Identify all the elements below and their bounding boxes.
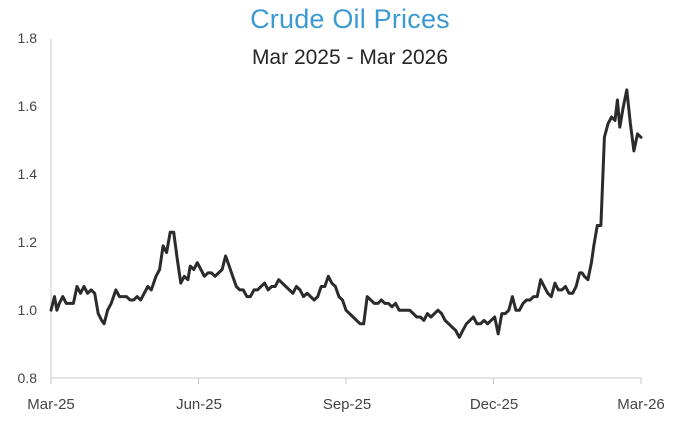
chart-subtitle: Mar 2025 - Mar 2026 <box>251 46 449 69</box>
y-tick-label: 0.8 <box>17 370 37 386</box>
x-tick-label: Dec-25 <box>469 396 519 413</box>
chart-title: Crude Oil Prices <box>250 4 450 34</box>
x-tick-label: Sep-25 <box>322 396 372 413</box>
y-tick-label: 1.0 <box>17 302 37 318</box>
y-tick-label: 1.2 <box>17 234 37 250</box>
y-tick-label: 1.4 <box>17 166 37 182</box>
y-tick-label: 1.8 <box>17 30 37 46</box>
x-tick-label: Jun-25 <box>176 396 222 413</box>
x-tick-marks <box>50 378 642 384</box>
y-tick-label: 1.6 <box>17 98 37 114</box>
price-series-line <box>49 88 643 339</box>
x-tick-label: Mar-26 <box>617 396 665 413</box>
x-tick-label: Mar-25 <box>27 396 75 413</box>
